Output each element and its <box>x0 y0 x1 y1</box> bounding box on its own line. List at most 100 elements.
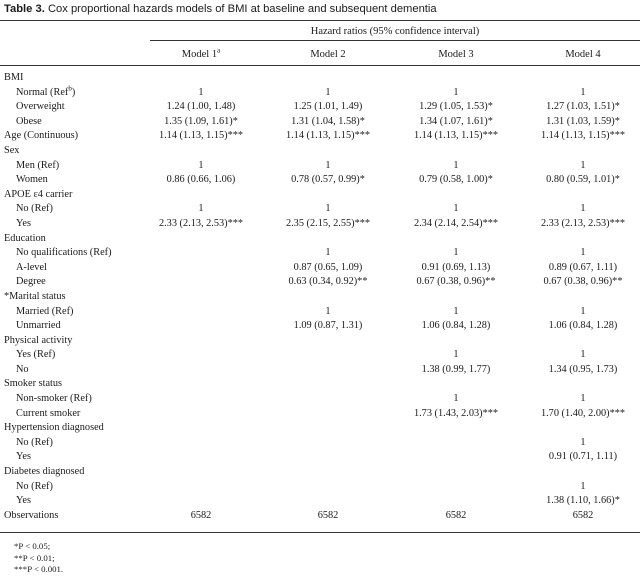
table-row-group: APOE ε4 carrier <box>0 188 640 203</box>
table-cell-model-2: 1 <box>325 305 331 317</box>
table-cell-model-4: 1.27 (1.03, 1.51)* <box>546 101 620 113</box>
table-body: BMI Normal (Refb) 1 1 1 1 Overweight 1.24 (1.00… <box>0 71 640 523</box>
group-header-rule <box>150 40 640 41</box>
column-group-header: Hazard ratios (95% confidence interval) <box>310 26 480 37</box>
table-row: Overweight 1.24 (1.00, 1.48) 1.25 (1.01, 1… <box>0 100 640 115</box>
table-cell-model-1: 1 <box>198 86 204 98</box>
table-cell-model-4: 2.33 (2.13, 2.53)*** <box>540 217 626 229</box>
table-row-group: Physical activity <box>0 334 640 349</box>
table-cell-model-4: 0.80 (0.59, 1.01)* <box>546 174 620 186</box>
column-header-model-4: Model 4 <box>565 49 601 60</box>
table-cell-model-3: 1 <box>453 86 459 98</box>
row-label: Sex <box>4 144 20 156</box>
row-label: No (Ref) <box>16 436 53 448</box>
table-cell-model-4: 1.14 (1.13, 1.15)*** <box>540 130 626 142</box>
row-label: Yes (Ref) <box>16 349 56 361</box>
table-cell-model-3: 2.34 (2.14, 2.54)*** <box>413 217 499 229</box>
table-cell-model-2: 1 <box>325 86 331 98</box>
table-cell-model-4: 0.89 (0.67, 1.11) <box>548 261 618 273</box>
table-cell-model-3: 1 <box>453 247 459 259</box>
table-cell-model-4: 1.31 (1.03, 1.59)* <box>546 115 620 127</box>
table-cell-model-2: 1.14 (1.13, 1.15)*** <box>285 130 371 142</box>
table-row: No (Ref) 1 1 1 1 <box>0 202 640 217</box>
column-header-model-2: Model 2 <box>310 49 346 60</box>
table-row: Yes (Ref) 1 1 <box>0 348 640 363</box>
table-cell-model-3: 1 <box>453 349 459 361</box>
row-label: Yes <box>16 495 31 507</box>
table-row: Current smoker 1.73 (1.43, 2.03)*** 1.70 (… <box>0 407 640 422</box>
table-cell-model-2: 1 <box>325 159 331 171</box>
table-row: Yes 0.91 (0.71, 1.11) <box>0 450 640 465</box>
table-cell-model-2: 2.35 (2.15, 2.55)*** <box>285 217 371 229</box>
table-cell-model-3: 1 <box>453 159 459 171</box>
table-cell-model-4: 1 <box>580 393 586 405</box>
row-label: APOE ε4 carrier <box>4 188 73 200</box>
table-row-group: Hypertension diagnosed <box>0 421 640 436</box>
row-label: No (Ref) <box>16 480 53 492</box>
table-cell-model-3: 1 <box>453 305 459 317</box>
table-cell-model-2: 1 <box>325 247 331 259</box>
table-cell-model-1: 6582 <box>190 509 212 521</box>
table-cell-model-2: 1 <box>325 203 331 215</box>
table-cell-model-4: 1 <box>580 349 586 361</box>
table-cell-model-4: 1.38 (1.10, 1.66)* <box>546 495 620 507</box>
table-row: No 1.38 (0.99, 1.77) 1.34 (0.95, 1.73) <box>0 363 640 378</box>
table-cell-model-2: 0.63 (0.34, 0.92)** <box>288 276 368 288</box>
row-label: No qualifications (Ref) <box>16 247 112 259</box>
table-cell-model-4: 1 <box>580 305 586 317</box>
row-label: Current smoker <box>16 407 81 419</box>
table-cell-model-1: 1 <box>198 203 204 215</box>
row-label: Normal (Refb) <box>16 84 76 98</box>
table-row: No (Ref) 1 <box>0 480 640 495</box>
bottom-rule <box>0 532 640 533</box>
footnotes: *P < 0.05; **P < 0.01; ***P < 0.001. <box>14 541 63 576</box>
row-label: Women <box>16 174 48 186</box>
table-row: No (Ref) 1 <box>0 436 640 451</box>
table-cell-model-4: 1 <box>580 159 586 171</box>
table-row: Normal (Refb) 1 1 1 1 <box>0 84 640 101</box>
table-cell-model-2: 1.31 (1.04, 1.58)* <box>291 115 365 127</box>
row-label: BMI <box>4 72 24 83</box>
row-label: Diabetes diagnosed <box>4 466 85 478</box>
table-row: Unmarried 1.09 (0.87, 1.31) 1.06 (0.84, 1.… <box>0 319 640 334</box>
table-caption: Table 3. Cox proportional hazards models… <box>4 2 437 16</box>
table-cell-model-4: 0.67 (0.38, 0.96)** <box>543 276 623 288</box>
table-row: Degree 0.63 (0.34, 0.92)** 0.67 (0.38, 0.9… <box>0 275 640 290</box>
row-label: Yes <box>16 451 31 463</box>
table-cell-model-4: 0.91 (0.71, 1.11) <box>548 451 618 463</box>
table-cell-model-4: 1.70 (1.40, 2.00)*** <box>540 407 626 419</box>
row-label: Yes <box>16 217 31 229</box>
row-label: No <box>16 363 29 375</box>
table-cell-model-3: 6582 <box>445 509 467 521</box>
table-row: A-level 0.87 (0.65, 1.09) 0.91 (0.69, 1.13… <box>0 261 640 276</box>
table-row-group: Education <box>0 232 640 247</box>
table-cell-model-3: 1.73 (1.43, 2.03)*** <box>413 407 499 419</box>
table-cell-model-2: 0.78 (0.57, 0.99)* <box>291 174 365 186</box>
table-cell-model-3: 1.38 (0.99, 1.77) <box>421 363 491 375</box>
table-row-group: Sex <box>0 144 640 159</box>
table-cell-model-3: 0.67 (0.38, 0.96)** <box>416 276 496 288</box>
table-row-group: Observations 6582 6582 6582 6582 <box>0 509 640 524</box>
table-number: Table 3. <box>4 3 45 15</box>
row-label: Age (Continuous) <box>4 130 79 142</box>
footnote: **P < 0.01; <box>14 552 55 563</box>
table-cell-model-1: 2.33 (2.13, 2.53)*** <box>158 217 244 229</box>
footnote: *P < 0.05; <box>14 541 51 551</box>
table-cell-model-4: 1.06 (0.84, 1.28) <box>548 320 618 332</box>
table-row: Men (Ref) 1 1 1 1 <box>0 159 640 174</box>
column-header-model-1: Model 1a <box>181 46 221 60</box>
table-cell-model-4: 1 <box>580 436 586 448</box>
table-cell-model-2: 0.87 (0.65, 1.09) <box>293 261 363 273</box>
table-row: Yes 2.33 (2.13, 2.53)*** 2.35 (2.15, 2.55)… <box>0 217 640 232</box>
row-label: Physical activity <box>4 334 73 346</box>
row-label: Degree <box>16 276 46 288</box>
row-label: Non-smoker (Ref) <box>16 393 92 405</box>
table-cell-model-2: 1.25 (1.01, 1.49) <box>293 101 363 113</box>
table-cell-model-4: 1 <box>580 247 586 259</box>
row-label: Observations <box>4 509 59 521</box>
table-cell-model-2: 6582 <box>317 509 339 521</box>
table-row: Yes 1.38 (1.10, 1.66)* <box>0 494 640 509</box>
table-title: Cox proportional hazards models of BMI a… <box>47 3 437 15</box>
row-label: Hypertension diagnosed <box>4 422 104 434</box>
row-label: A-level <box>16 261 47 273</box>
